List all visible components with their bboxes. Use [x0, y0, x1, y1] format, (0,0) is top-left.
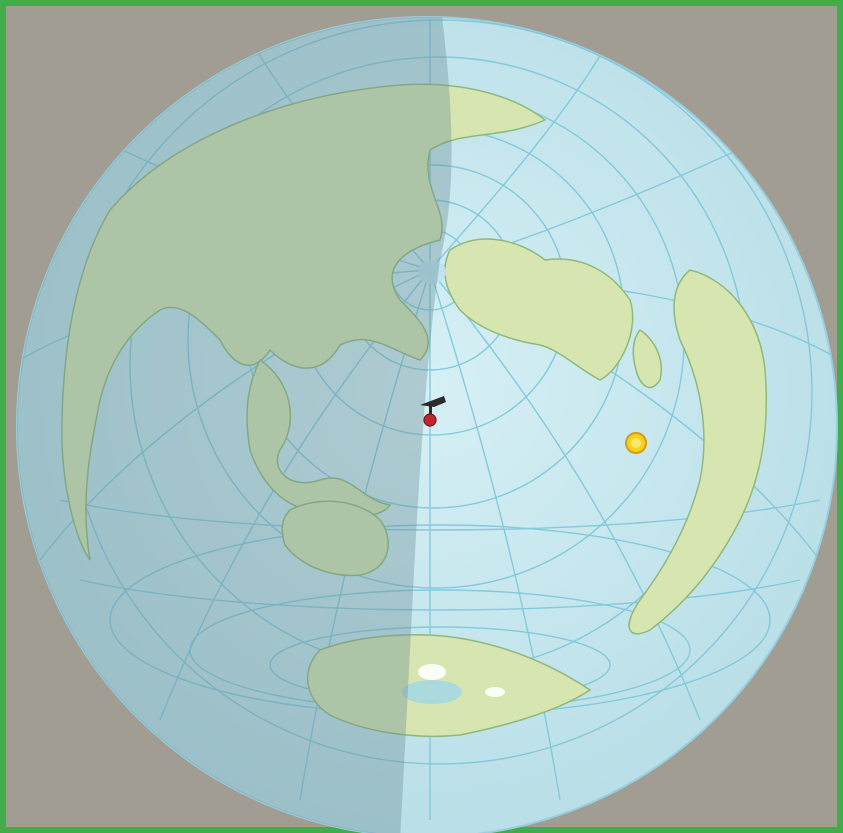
satellite-icon[interactable]: [420, 396, 446, 416]
landmasses: [61, 83, 768, 738]
ice-patch: [418, 664, 446, 680]
polar-glow: [402, 680, 462, 704]
sun-icon[interactable]: [625, 432, 647, 454]
ice-patch: [485, 687, 505, 697]
night-shade: [17, 17, 452, 833]
observer-location-marker[interactable]: [423, 413, 437, 427]
polar-glow: [418, 260, 446, 284]
